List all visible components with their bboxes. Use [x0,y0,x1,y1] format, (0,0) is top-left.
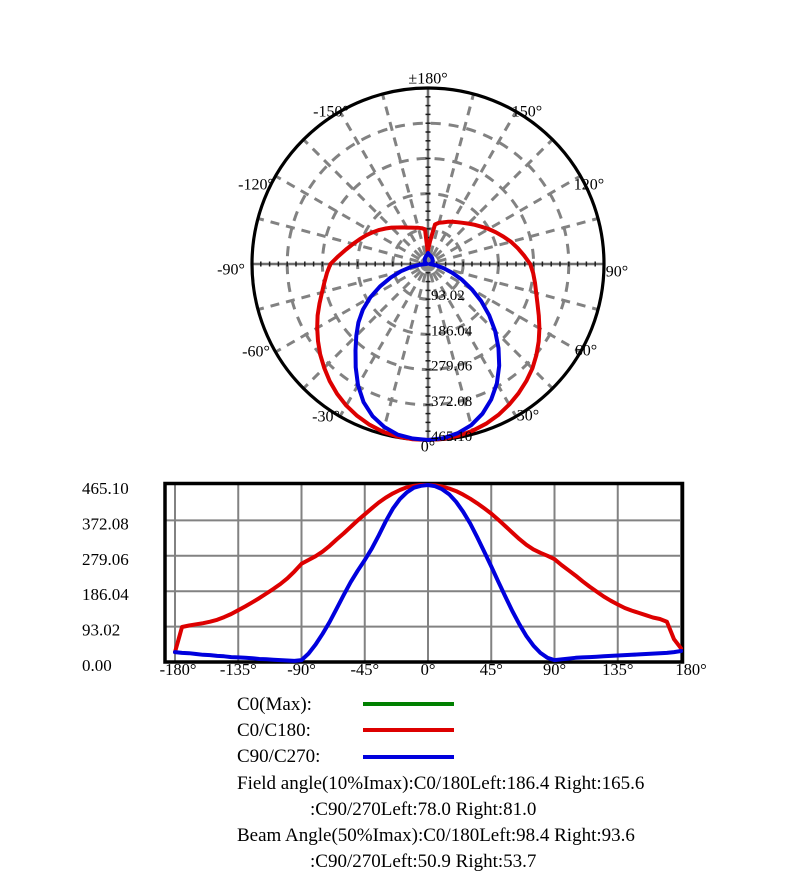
polar-spoke [429,93,476,255]
x-axis-label: -90° [287,660,316,679]
polar-angle-label: 150° [512,104,542,121]
polar-spoke [435,267,582,354]
y-axis-label: 372.08 [82,514,129,533]
polar-radius-label: 372.08 [431,394,472,410]
beam-angle-c0-line: Beam Angle(50%Imax):C0/180Left:98.4 Righ… [237,825,635,846]
polar-spoke [380,93,427,255]
polar-spoke [302,138,422,258]
plot-border [163,481,685,664]
polar-radius-label: 93.02 [431,288,465,304]
polar-spoke [302,270,422,390]
x-axis-label: -135° [220,660,257,679]
y-axis-label: 93.02 [82,621,120,640]
cartesian-chart: -180° -135° -90° -45° 0° 45° 90° 135° 180° 0.00 93… [82,479,707,679]
polar-spoke [380,273,427,435]
legend-label-c90-c270: C90/C270: [237,746,321,767]
polar-spoke [274,174,421,261]
legend-line-c90-c270 [363,755,454,759]
polar-angle-label: 120° [574,177,604,194]
polar-chart: ±180° 150° 120° 90° 60° 30° 0° -30° -60° -90° -120… [217,71,628,456]
polar-spoke [434,138,554,258]
polar-spoke [338,110,425,257]
y-axis-label: 465.10 [82,479,129,498]
polar-curve-c90-c270 [353,251,502,442]
polar-angle-label: 90° [606,264,628,281]
polar-radius-label: 465.10 [431,429,472,445]
y-axis-label: 279.06 [82,550,129,569]
x-axis-label: 0° [421,660,436,679]
field-angle-c90-line: :C90/270Left:78.0 Right:81.0 [310,799,537,820]
polar-spoke [429,273,476,435]
charts-canvas: ±180° 150° 120° 90° 60° 30° 0° -30° -60° -90° -120… [82,71,707,680]
beam-angle-c90-line: :C90/270Left:50.9 Right:53.7 [310,851,537,872]
x-axis-label: -45° [350,660,379,679]
polar-spoke [437,265,599,312]
curve-c90-c270 [173,483,683,663]
y-axis-label: 0.00 [82,656,112,675]
x-axis-label: 45° [480,660,503,679]
polar-angle-label: -120° [238,177,274,194]
legend-line-c0max [363,702,454,706]
polar-radius-label: 279.06 [431,359,473,375]
polar-angle-label: -30° [312,409,340,426]
polar-angle-label: -60° [242,344,270,361]
x-axis-label: -180° [160,660,197,679]
polar-spoke [257,265,419,312]
polar-angle-label: 60° [575,343,597,360]
polar-angle-label: -90° [217,262,245,279]
polar-spoke [431,110,518,257]
polar-angle-label: ±180° [408,71,447,88]
polar-spoke [437,216,599,263]
legend-label-c0max: C0(Max): [237,694,312,715]
polar-spoke [257,216,419,263]
x-axis-label: 135° [602,660,633,679]
x-axis-label: 90° [543,660,566,679]
polar-spoke [435,174,582,261]
legend-label-c0-c180: C0/C180: [237,720,311,741]
polar-angle-label: 0° [421,439,435,456]
polar-angle-label: 30° [517,408,539,425]
polar-spoke [274,267,421,354]
x-axis-label: 180° [675,660,706,679]
legend-line-c0-c180 [363,728,454,732]
polar-angle-label: -150° [313,104,349,121]
polar-radius-label: 186.04 [431,323,473,339]
y-axis-label: 186.04 [82,585,129,604]
polar-spoke [338,271,425,418]
field-angle-c0-line: Field angle(10%Imax):C0/180Left:186.4 Ri… [237,773,645,794]
polar-spoke [431,271,518,418]
